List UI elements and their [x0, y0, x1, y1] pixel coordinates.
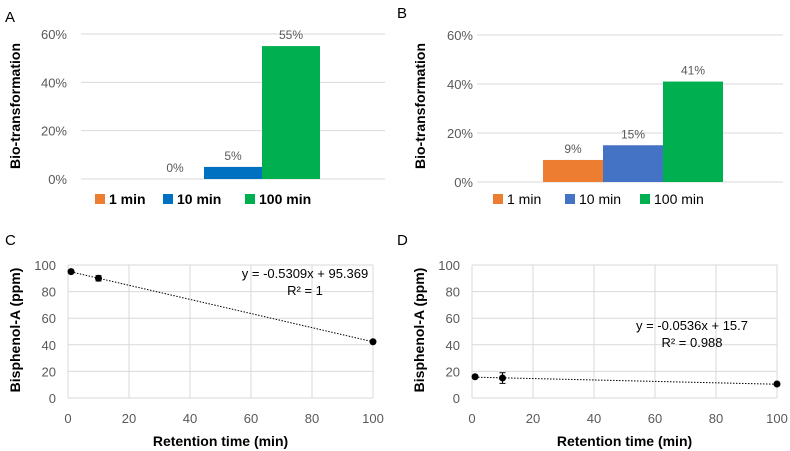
y-tick-label: 40%	[41, 75, 67, 90]
trendline-equation: y = -0.0536x + 15.7	[636, 318, 748, 333]
data-point	[773, 380, 781, 388]
legend-swatch	[95, 194, 105, 204]
data-label: 15%	[621, 127, 645, 141]
data-point	[499, 374, 506, 382]
legend-label: 1 min	[507, 191, 541, 207]
x-tick-label: 0	[468, 411, 475, 426]
legend-swatch	[245, 194, 255, 204]
panel-label: A	[5, 9, 15, 26]
legend-label: 10 min	[177, 191, 221, 207]
data-label: 5%	[224, 149, 242, 163]
y-axis-title: Bisphenol-A (ppm)	[7, 268, 23, 393]
legend-label: 1 min	[109, 191, 146, 207]
bar-10-min	[204, 166, 262, 179]
legend-swatch	[640, 194, 650, 204]
y-tick-label: 40	[42, 338, 56, 353]
x-axis-title: Retention time (min)	[557, 433, 692, 449]
x-tick-label: 0	[64, 411, 71, 426]
x-axis-title: Retention time (min)	[153, 433, 288, 449]
data-label: 0%	[166, 161, 184, 175]
legend-swatch	[565, 194, 575, 204]
y-tick-label: 20	[446, 364, 460, 379]
y-tick-label: 0%	[454, 175, 473, 190]
bar-10-min	[603, 145, 663, 182]
trendline	[475, 376, 778, 385]
x-tick-label: 60	[648, 411, 662, 426]
y-tick-label: 60	[446, 311, 460, 326]
y-tick-label: 0	[49, 391, 56, 406]
y-tick-label: 20%	[447, 126, 473, 141]
x-tick-label: 100	[766, 411, 788, 426]
bar-100-min	[663, 81, 723, 182]
bar-100-min	[262, 46, 320, 180]
legend-swatch	[493, 194, 503, 204]
y-tick-label: 100	[34, 258, 56, 273]
data-label: 41%	[681, 64, 705, 78]
y-axis-title: Bio-transformation	[7, 43, 23, 169]
legend-label: 100 min	[654, 191, 704, 207]
data-point	[471, 373, 479, 381]
data-label: 55%	[279, 28, 303, 42]
data-point	[67, 268, 75, 276]
panel-label: B	[397, 5, 407, 22]
y-tick-label: 20%	[41, 124, 67, 139]
legend-swatch	[163, 194, 173, 204]
y-tick-label: 60%	[447, 28, 473, 43]
data-point	[95, 274, 102, 282]
data-label: 9%	[564, 142, 582, 156]
r-squared: R² = 0.988	[661, 335, 722, 350]
legend-label: 10 min	[579, 191, 621, 207]
y-axis-title: Bio-transformation	[412, 43, 428, 169]
y-tick-label: 100	[438, 258, 460, 273]
x-tick-label: 40	[183, 411, 197, 426]
x-tick-label: 100	[362, 411, 384, 426]
x-tick-label: 80	[709, 411, 723, 426]
y-tick-label: 80	[446, 285, 460, 300]
y-tick-label: 60	[42, 311, 56, 326]
x-tick-label: 80	[305, 411, 319, 426]
y-tick-label: 0	[453, 391, 460, 406]
trendline-equation: y = -0.5309x + 95.369	[242, 266, 368, 281]
r-squared: R² = 1	[287, 283, 323, 298]
y-tick-label: 80	[42, 285, 56, 300]
y-tick-label: 20	[42, 364, 56, 379]
panel-label: C	[5, 232, 16, 249]
trendline	[70, 271, 374, 343]
y-tick-label: 0%	[48, 172, 67, 187]
panel-label: D	[397, 232, 408, 249]
x-tick-label: 60	[244, 411, 258, 426]
x-tick-label: 20	[122, 411, 136, 426]
y-tick-label: 40	[446, 338, 460, 353]
y-tick-label: 40%	[447, 77, 473, 92]
x-tick-label: 20	[526, 411, 540, 426]
x-tick-label: 40	[587, 411, 601, 426]
bar-1-min	[543, 159, 603, 182]
data-point	[369, 338, 377, 346]
y-axis-title: Bisphenol-A (ppm)	[411, 268, 427, 393]
legend-label: 100 min	[259, 191, 311, 207]
y-tick-label: 60%	[41, 27, 67, 42]
